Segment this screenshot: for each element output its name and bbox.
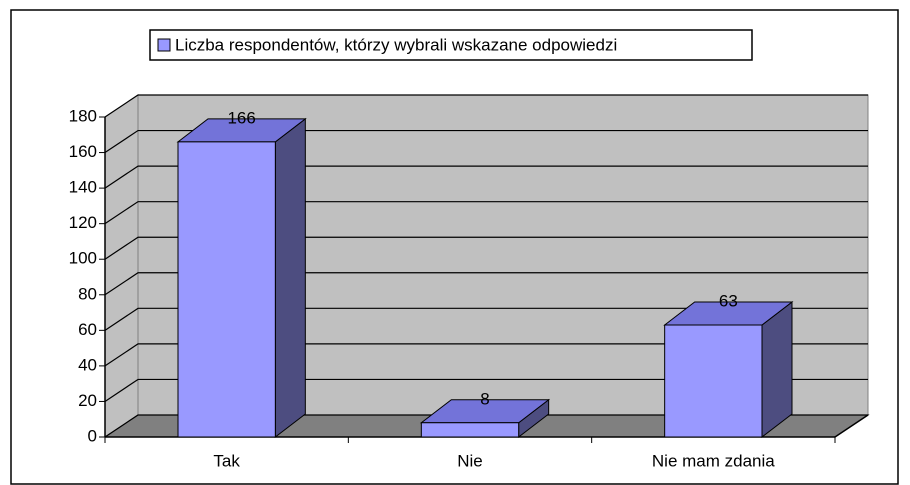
bar xyxy=(176,117,307,439)
legend-label: Liczba respondentów, którzy wybrali wska… xyxy=(175,35,617,54)
y-tick-label: 140 xyxy=(69,178,97,197)
y-tick-label: 40 xyxy=(78,355,97,374)
data-label: 166 xyxy=(227,108,255,127)
x-tick-label: Tak xyxy=(213,451,240,470)
legend-swatch xyxy=(157,38,171,52)
plot-area: 0 20 40 60 80 100 120 140 160 180 Tak 166 Nie 8 Nie ma… xyxy=(69,94,870,470)
legend-box xyxy=(149,29,753,61)
y-tick-label: 100 xyxy=(69,249,97,268)
bar xyxy=(663,300,794,439)
grid-line xyxy=(104,129,868,154)
y-tick-label: 60 xyxy=(78,320,97,339)
bar-front xyxy=(177,141,276,438)
grid-line xyxy=(104,272,868,296)
y-tick-label: 0 xyxy=(88,426,97,445)
side-wall xyxy=(104,94,139,438)
grid-line xyxy=(104,343,868,367)
data-label: 63 xyxy=(719,291,738,310)
grid-line xyxy=(104,201,868,225)
y-tick-label: 80 xyxy=(78,284,97,303)
bar-front xyxy=(664,324,763,438)
bar-side xyxy=(274,117,306,439)
y-tick-label: 20 xyxy=(78,391,97,410)
x-tick-label: Nie xyxy=(457,451,483,470)
y-tick-label: 160 xyxy=(69,142,97,161)
data-label: 8 xyxy=(480,389,489,408)
y-tick-label: 120 xyxy=(69,213,97,232)
grid-line xyxy=(104,165,868,189)
bar-front xyxy=(420,422,520,438)
x-tick-label: Nie mam zdania xyxy=(652,451,775,470)
y-tick-label: 180 xyxy=(69,106,97,125)
grid-line xyxy=(104,94,868,118)
bar xyxy=(419,398,551,439)
grid-line xyxy=(104,307,868,331)
bar-side xyxy=(761,300,793,439)
x-axis-end xyxy=(834,414,869,438)
grid-line xyxy=(104,414,868,438)
grid-line xyxy=(104,236,868,260)
grid-line xyxy=(104,378,868,402)
